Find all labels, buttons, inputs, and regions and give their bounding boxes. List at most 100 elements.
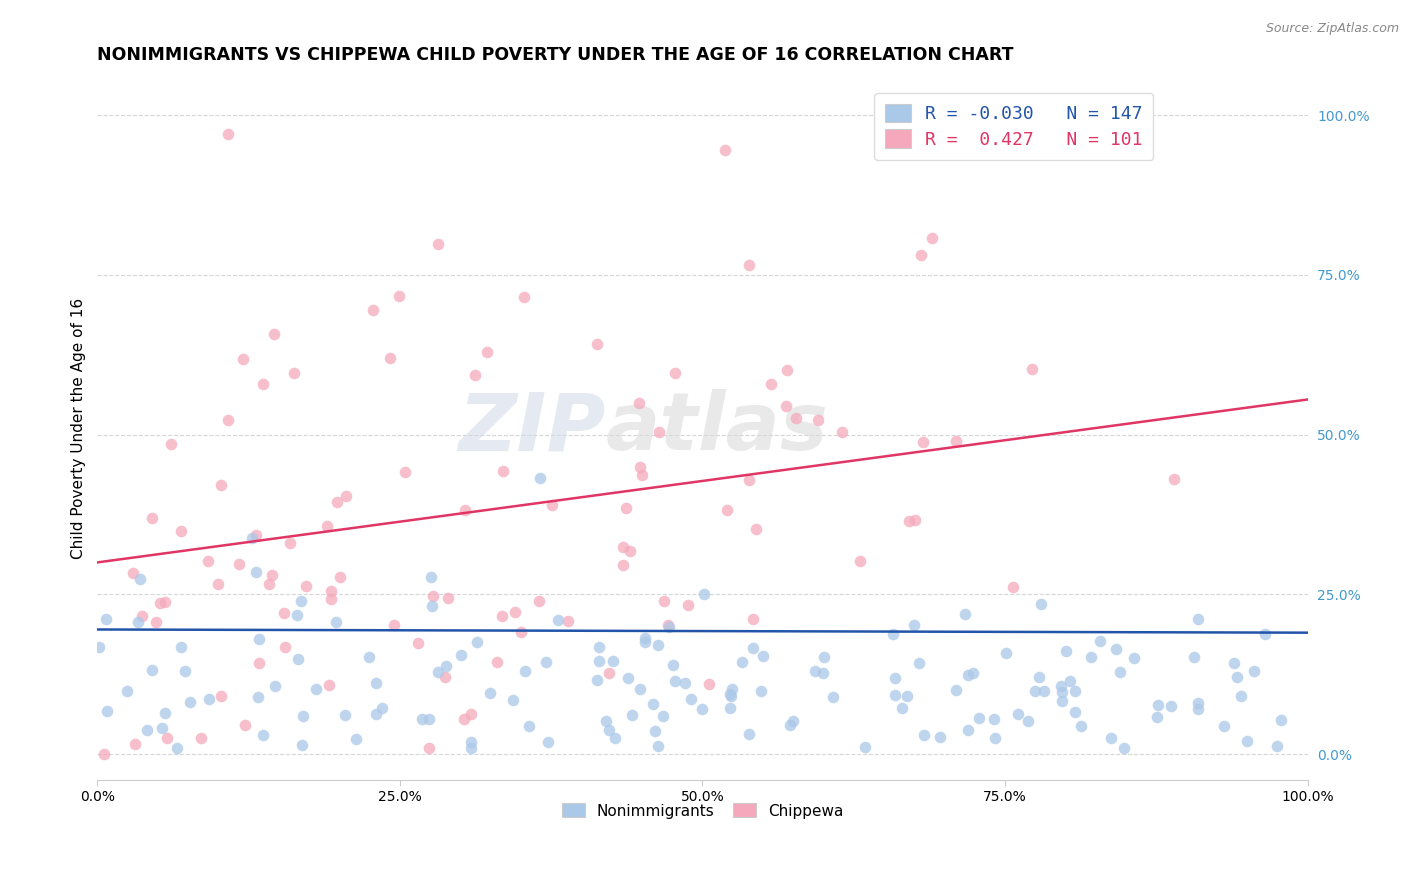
Point: [96, 704, 118, 718]
Point: [1112, 741, 1135, 756]
Point: [519, 719, 541, 733]
Point: [278, 536, 301, 550]
Point: [491, 608, 513, 623]
Point: [382, 617, 405, 632]
Point: [1223, 656, 1246, 670]
Legend: Nonimmigrants, Chippewa: Nonimmigrants, Chippewa: [555, 797, 849, 825]
Point: [141, 663, 163, 677]
Point: [588, 654, 610, 668]
Point: [883, 671, 905, 685]
Point: [983, 712, 1005, 726]
Point: [891, 700, 914, 714]
Point: [169, 524, 191, 539]
Point: [1080, 650, 1102, 665]
Point: [156, 731, 179, 745]
Point: [612, 540, 634, 554]
Text: NONIMMIGRANTS VS CHIPPEWA CHILD POVERTY UNDER THE AGE OF 16 CORRELATION CHART: NONIMMIGRANTS VS CHIPPEWA CHILD POVERTY …: [97, 46, 1014, 64]
Point: [135, 723, 157, 737]
Point: [260, 567, 283, 582]
Point: [242, 531, 264, 545]
Point: [94, 612, 117, 626]
Point: [305, 681, 328, 696]
Point: [475, 345, 498, 359]
Text: ZIP: ZIP: [458, 389, 606, 467]
Point: [1163, 472, 1185, 486]
Point: [527, 594, 550, 608]
Point: [994, 646, 1017, 660]
Point: [209, 478, 232, 492]
Point: [628, 682, 651, 697]
Point: [897, 514, 920, 528]
Point: [1007, 706, 1029, 721]
Point: [371, 701, 394, 715]
Point: [921, 231, 943, 245]
Point: [664, 366, 686, 380]
Point: [742, 612, 765, 626]
Point: [619, 544, 641, 558]
Point: [366, 706, 388, 721]
Point: [344, 731, 367, 746]
Point: [318, 678, 340, 692]
Point: [676, 598, 699, 612]
Point: [153, 595, 176, 609]
Point: [129, 572, 152, 586]
Point: [503, 605, 526, 619]
Point: [537, 735, 560, 749]
Point: [595, 714, 617, 728]
Point: [1031, 597, 1053, 611]
Point: [217, 128, 239, 142]
Point: [955, 607, 977, 621]
Point: [124, 737, 146, 751]
Point: [434, 659, 457, 673]
Point: [321, 591, 343, 606]
Point: [485, 656, 508, 670]
Point: [1088, 633, 1111, 648]
Point: [287, 652, 309, 666]
Point: [87, 640, 110, 654]
Point: [1160, 698, 1182, 713]
Point: [692, 701, 714, 715]
Point: [721, 682, 744, 697]
Point: [945, 683, 967, 698]
Point: [159, 436, 181, 450]
Point: [364, 676, 387, 690]
Text: atlas: atlas: [606, 389, 828, 467]
Point: [598, 665, 620, 680]
Point: [662, 657, 685, 672]
Point: [245, 565, 267, 579]
Point: [658, 620, 681, 634]
Point: [775, 399, 797, 413]
Point: [166, 741, 188, 756]
Point: [620, 708, 643, 723]
Point: [127, 615, 149, 630]
Point: [513, 290, 536, 304]
Point: [422, 590, 444, 604]
Point: [274, 640, 297, 654]
Point: [357, 649, 380, 664]
Point: [807, 412, 830, 426]
Point: [1187, 696, 1209, 710]
Point: [179, 695, 201, 709]
Point: [644, 724, 666, 739]
Point: [904, 513, 927, 527]
Point: [813, 649, 835, 664]
Point: [647, 739, 669, 753]
Point: [588, 640, 610, 655]
Point: [911, 434, 934, 449]
Point: [903, 618, 925, 632]
Point: [657, 618, 679, 632]
Point: [1182, 649, 1205, 664]
Point: [557, 614, 579, 628]
Point: [1070, 719, 1092, 733]
Point: [714, 143, 737, 157]
Point: [411, 712, 433, 726]
Point: [335, 489, 357, 503]
Point: [316, 518, 339, 533]
Point: [325, 615, 347, 629]
Point: [1033, 684, 1056, 698]
Point: [492, 464, 515, 478]
Point: [264, 679, 287, 693]
Point: [967, 711, 990, 725]
Point: [616, 500, 638, 515]
Point: [1024, 684, 1046, 698]
